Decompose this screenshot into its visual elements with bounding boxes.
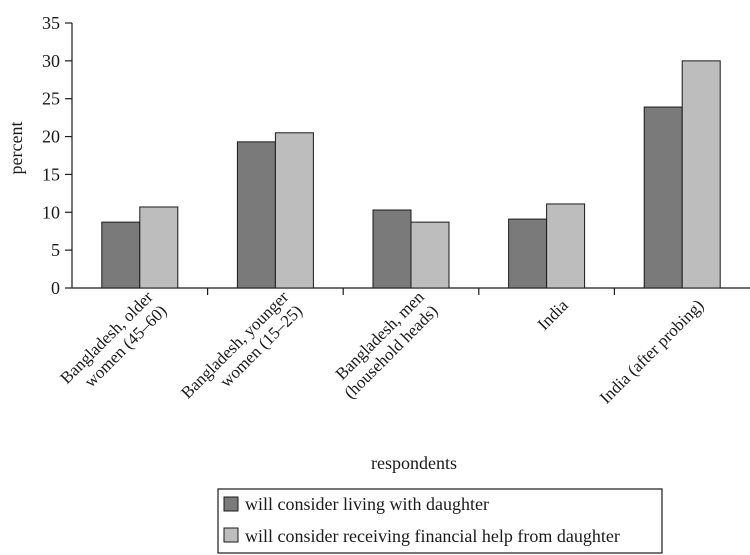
- y-axis-title: percent: [6, 122, 26, 175]
- chart-axes: 0 5 10 15 20 25 30 35: [42, 13, 750, 298]
- y-tick-label: 30: [42, 51, 60, 71]
- x-category-label-2: Bangladesh, men(household heads): [327, 287, 442, 402]
- bar-financial-help-0: [139, 206, 179, 289]
- bar-living-with-daughter-0: [101, 221, 141, 289]
- bar-financial-help-3: [546, 203, 586, 289]
- y-tick-label: 20: [42, 127, 60, 147]
- y-tick-label: 0: [51, 278, 60, 298]
- y-tick-label: 10: [42, 202, 60, 222]
- bar-financial-help-1: [274, 132, 314, 289]
- legend-label-living: will consider living with daughter: [245, 494, 489, 514]
- bar-living-with-daughter-3: [508, 218, 548, 289]
- bar-financial-help-2: [410, 221, 450, 289]
- bar-living-with-daughter-4: [643, 106, 683, 289]
- y-tick-label: 35: [42, 13, 60, 33]
- y-tick-label: 5: [51, 240, 60, 260]
- bar-financial-help-4: [681, 60, 721, 289]
- x-category-label-4: India (after probing): [596, 296, 708, 408]
- chart-legend: will consider living with daughter will …: [217, 488, 663, 554]
- x-category-label-line: India (after probing): [596, 296, 708, 408]
- bar-living-with-daughter-1: [236, 141, 276, 289]
- chart-bars: [101, 60, 721, 289]
- x-category-label-line: India: [534, 295, 572, 333]
- x-category-label-1: Bangladesh, youngerwomen (15–25): [177, 287, 306, 416]
- y-tick-label: 25: [42, 89, 60, 109]
- bar-living-with-daughter-2: [372, 209, 412, 289]
- chart-category-labels: Bangladesh, olderwomen (45–60) Bangladesh…: [56, 287, 708, 416]
- legend-swatch-financial-help: [223, 527, 239, 543]
- legend-swatch-living: [223, 496, 239, 512]
- y-tick-label: 15: [42, 164, 60, 184]
- x-category-label-3: India: [534, 295, 572, 333]
- x-category-label-0: Bangladesh, olderwomen (45–60): [56, 287, 170, 401]
- legend-label-financial-help: will consider receiving financial help f…: [245, 526, 620, 546]
- x-axis-title: respondents: [371, 453, 457, 473]
- legend-box: [217, 488, 663, 554]
